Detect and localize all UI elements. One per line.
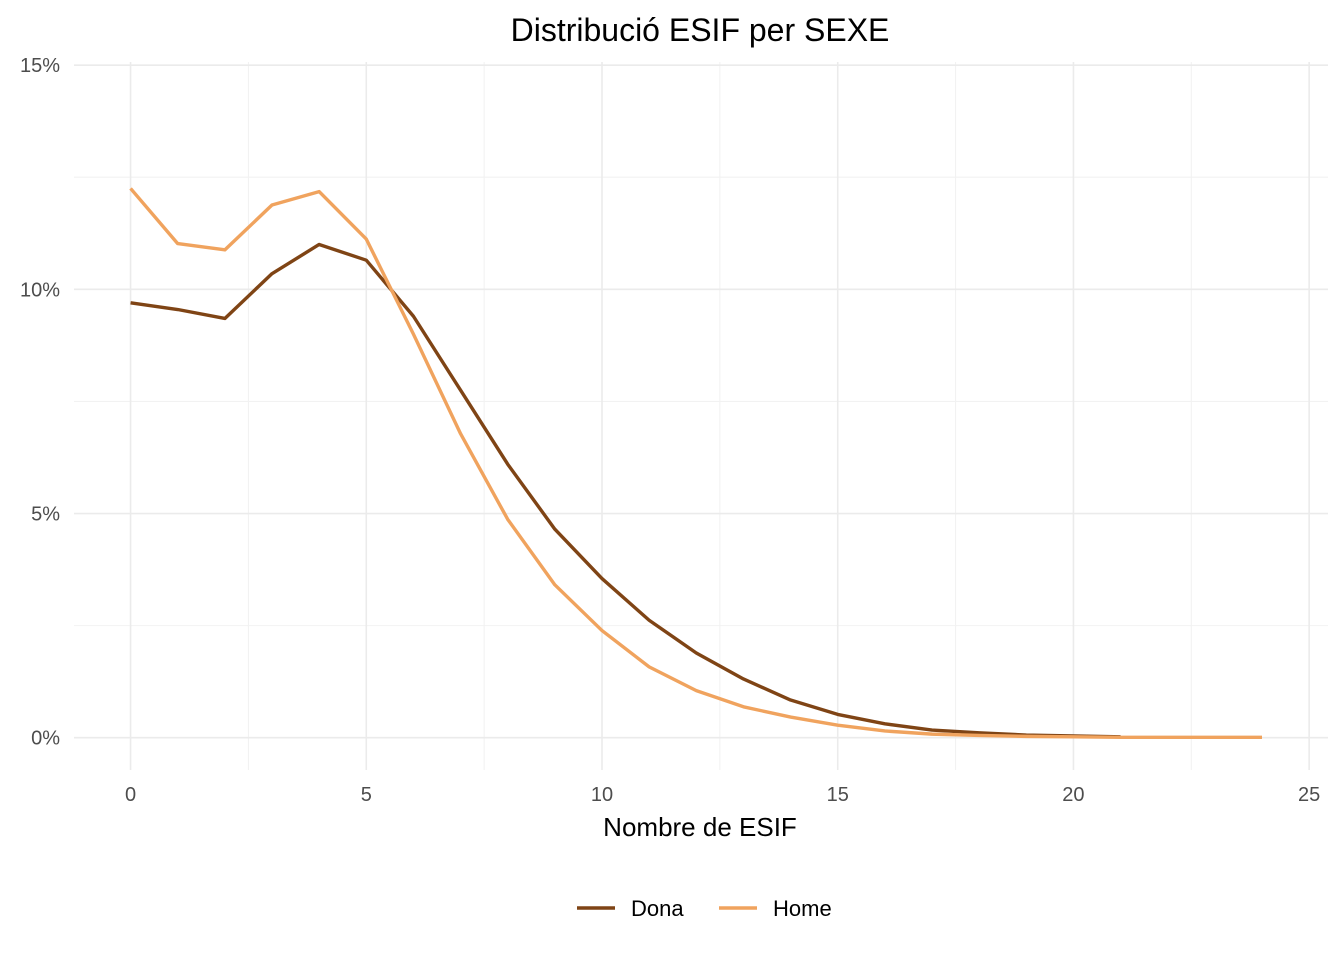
x-tick-label: 0 xyxy=(125,784,136,806)
series-lines xyxy=(129,187,1262,739)
legend-item-dona: Dona xyxy=(577,896,684,921)
y-tick-label: 10% xyxy=(20,279,60,301)
series-line-home xyxy=(129,187,1262,739)
x-axis-title: Nombre de ESIF xyxy=(603,812,797,842)
x-tick-label: 5 xyxy=(361,784,372,806)
x-tick-label: 25 xyxy=(1298,784,1320,806)
grid xyxy=(74,62,1328,770)
y-tick-label: 5% xyxy=(31,504,60,526)
y-tick-label: 15% xyxy=(20,55,60,77)
x-tick-label: 20 xyxy=(1062,784,1084,806)
y-tick-label: 0% xyxy=(31,728,60,750)
series-line-dona xyxy=(130,242,1121,739)
x-tick-label: 10 xyxy=(591,784,613,806)
x-tick-label: 15 xyxy=(827,784,849,806)
chart-title: Distribució ESIF per SEXE xyxy=(511,12,890,48)
x-axis-tick-labels: 0 5 10 15 20 25 xyxy=(125,784,1320,806)
legend-label: Home xyxy=(773,896,832,921)
y-axis-tick-labels: 0% 5% 10% 15% xyxy=(20,55,60,750)
legend-label: Dona xyxy=(631,896,684,921)
legend: Dona Home xyxy=(577,896,832,921)
legend-item-home: Home xyxy=(719,896,832,921)
